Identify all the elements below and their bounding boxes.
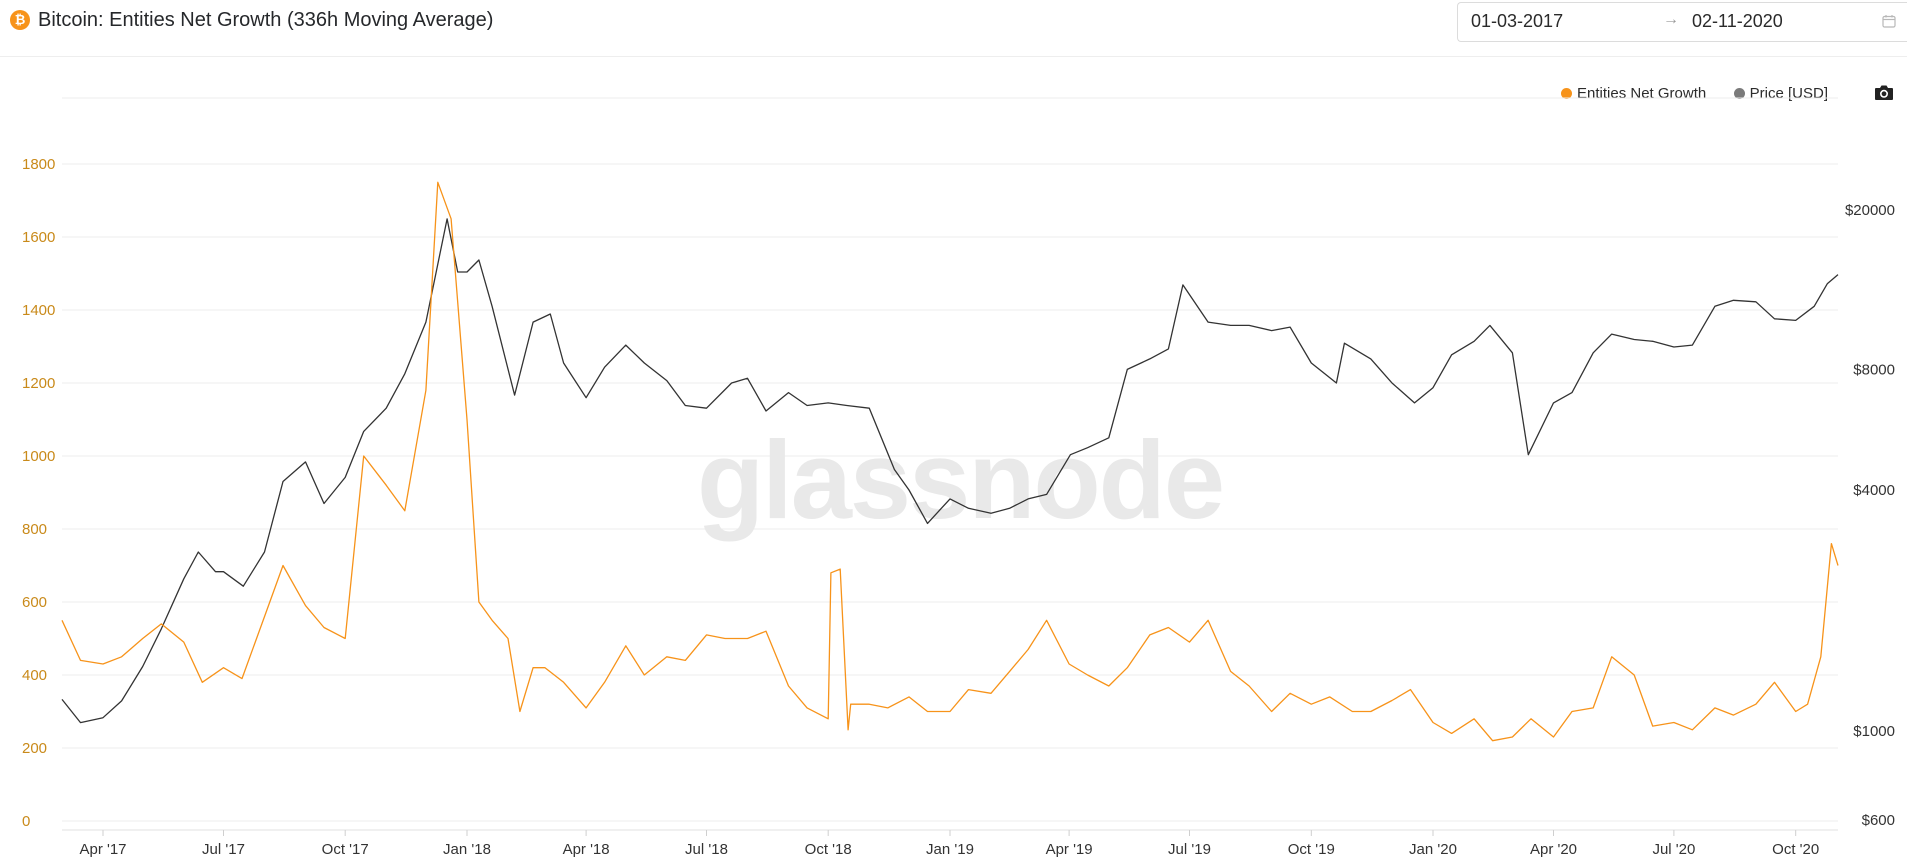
x-tick-label: Oct '19	[1288, 841, 1335, 858]
right-tick-label: $20000	[1845, 202, 1895, 219]
left-tick-label: 400	[22, 667, 47, 684]
x-tick-label: Oct '18	[805, 841, 852, 858]
grid-lines	[62, 97, 1838, 822]
right-tick-label: $8000	[1853, 361, 1895, 378]
legend-dot-growth	[1561, 88, 1572, 100]
x-tick-label: Apr '18	[563, 841, 610, 858]
watermark: glassnode	[697, 419, 1223, 542]
x-tick-label: Jul '20	[1652, 841, 1695, 858]
date-start-input[interactable]	[1471, 11, 1621, 32]
x-tick-label: Jul '17	[202, 841, 245, 858]
x-axis: Apr '17 Jul '17 Oct '17 Jan '18 Apr '18 Jul '…	[62, 829, 1838, 858]
left-tick-label: 1600	[22, 229, 55, 246]
camera-icon[interactable]	[1874, 84, 1894, 101]
x-tick-label: Apr '20	[1530, 841, 1577, 858]
x-tick-label: Apr '17	[79, 841, 126, 858]
x-tick-label: Jan '20	[1409, 841, 1457, 858]
chart-header: ₿ Bitcoin: Entities Net Growth (336h Mov…	[0, 0, 1907, 57]
x-tick-label: Jul '18	[685, 841, 728, 858]
left-axis: 0 200 400 600 800 1000 1200 1400 1600 1800	[22, 156, 55, 830]
x-tick-label: Apr '19	[1046, 841, 1093, 858]
left-tick-label: 1000	[22, 448, 55, 465]
date-range-picker[interactable]: →	[1457, 2, 1907, 42]
date-end-input[interactable]	[1692, 11, 1842, 32]
x-tick-label: Jan '19	[926, 841, 974, 858]
x-tick-label: Jul '19	[1168, 841, 1211, 858]
left-tick-label: 1400	[22, 302, 55, 319]
left-tick-label: 600	[22, 594, 47, 611]
series-line-price	[61, 218, 1839, 724]
legend-dot-price	[1733, 88, 1745, 100]
x-tick-label: Jan '18	[443, 841, 491, 858]
right-axis: $600 $1000 $4000 $8000 $20000	[1845, 202, 1895, 829]
right-tick-label: $4000	[1853, 482, 1895, 499]
x-tick-label: Oct '20	[1772, 841, 1819, 858]
left-tick-label: 1800	[22, 156, 55, 173]
left-tick-label: 0	[22, 813, 30, 830]
arrow-right-icon: →	[1663, 11, 1679, 28]
x-tick-label: Oct '17	[322, 841, 369, 858]
left-tick-label: 800	[22, 521, 47, 538]
right-tick-label: $1000	[1853, 723, 1895, 740]
calendar-icon[interactable]	[1882, 14, 1896, 28]
left-tick-label: 1200	[22, 375, 55, 392]
left-tick-label: 200	[22, 740, 47, 757]
bitcoin-icon: ₿	[10, 10, 30, 30]
chart-title: Bitcoin: Entities Net Growth (336h Movin…	[38, 9, 494, 31]
series-line-entities-net-growth	[61, 181, 1839, 742]
right-tick-label: $600	[1862, 812, 1895, 829]
